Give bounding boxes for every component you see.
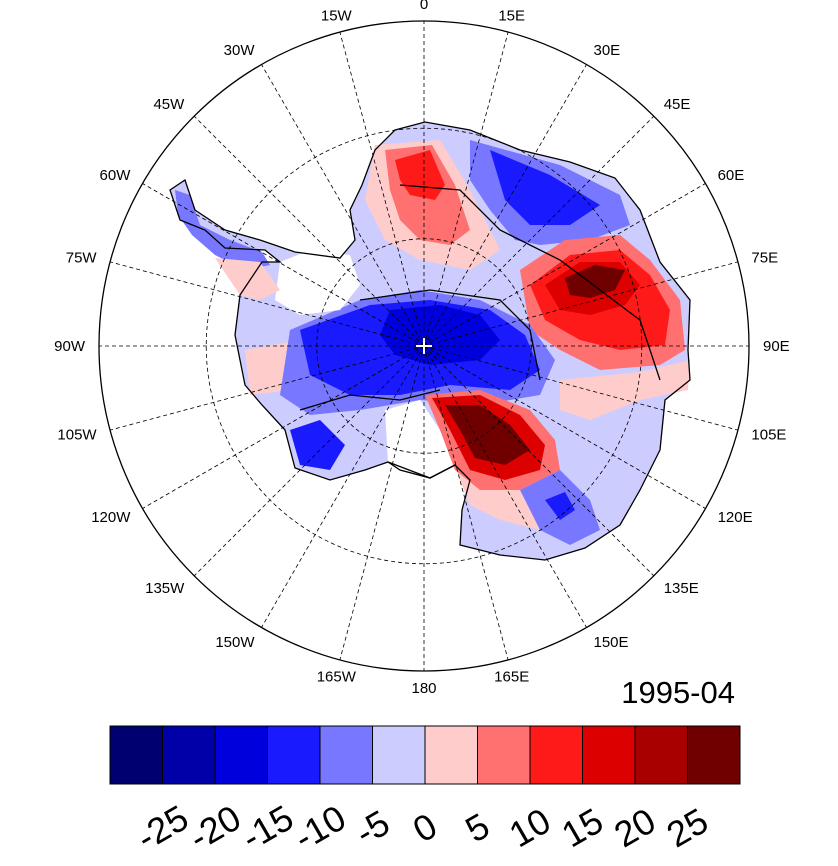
meridian-150 xyxy=(423,345,587,628)
meridian-45 xyxy=(423,115,655,347)
west-antarctica-negative xyxy=(290,420,345,470)
colorbar-swatch-5 xyxy=(319,725,373,785)
colorbar-tick-20: 20 xyxy=(607,800,662,856)
lon-label-15w: 15W xyxy=(321,8,353,25)
colorbar-swatch-8 xyxy=(477,725,531,785)
lon-label-60e: 60E xyxy=(718,167,745,184)
colorbar-swatch-2 xyxy=(162,725,216,785)
lon-label-45e: 45E xyxy=(664,96,691,113)
map-boundary xyxy=(98,20,750,672)
ice-divide-2 xyxy=(519,239,661,381)
ice-divide-1 xyxy=(359,289,541,381)
meridian-210 xyxy=(261,345,425,628)
lon-label-180: 180 xyxy=(411,680,436,697)
coastlines xyxy=(169,121,691,561)
colorbar-swatch-4 xyxy=(267,725,321,785)
east-antarctica-strong-positive xyxy=(565,265,625,298)
colorbar-tick-10: 10 xyxy=(502,800,557,856)
lon-label-0: 0 xyxy=(420,0,428,13)
lon-label-60w: 60W xyxy=(100,167,132,184)
ice-divide-3 xyxy=(399,184,521,241)
coastline-main xyxy=(169,121,691,561)
ross-ice-shelf-strong-positive xyxy=(445,405,530,465)
lon-label-120e: 120E xyxy=(718,509,753,526)
lon-label-165w: 165W xyxy=(317,668,357,685)
lon-label-105w: 105W xyxy=(57,427,97,444)
meridian-255 xyxy=(109,345,425,431)
lon-label-150w: 150W xyxy=(215,634,255,651)
meridian-345 xyxy=(339,31,425,347)
peninsula-pink xyxy=(215,258,280,300)
meridian-240 xyxy=(142,345,425,509)
lon-label-90w: 90W xyxy=(54,338,86,355)
peninsula-missing xyxy=(275,250,360,315)
meridian-60 xyxy=(423,183,706,347)
lon-label-75w: 75W xyxy=(66,250,98,267)
meridian-165 xyxy=(423,345,509,661)
ross-ice-shelf-missing xyxy=(385,400,455,478)
lon-label-135w: 135W xyxy=(145,580,185,597)
ice-divide-4 xyxy=(299,389,441,411)
colorbar-tick-0: 0 xyxy=(406,805,444,851)
graticule xyxy=(99,21,749,671)
lon-label-120w: 120W xyxy=(91,509,131,526)
lon-label-90e: 90E xyxy=(763,338,790,355)
lon-label-15e: 15E xyxy=(498,8,525,25)
south-negative-core xyxy=(545,492,575,520)
ross-ice-shelf-edge xyxy=(387,461,456,479)
meridian-135 xyxy=(423,345,655,577)
lon-label-45w: 45W xyxy=(153,96,185,113)
colorbar-tick-25: 25 xyxy=(660,800,715,856)
colorbar-tick-15: 15 xyxy=(555,800,610,856)
lon-label-30e: 30E xyxy=(594,42,621,59)
peninsula-negative xyxy=(175,190,270,270)
lon-label-135e: 135E xyxy=(664,580,699,597)
meridian-225 xyxy=(193,345,425,577)
colorbar-swatch-9 xyxy=(529,725,583,785)
south-pole-mark xyxy=(416,338,432,354)
meridian-15 xyxy=(423,31,509,347)
lon-label-150e: 150E xyxy=(594,634,629,651)
dronning-maud-negative-core xyxy=(490,150,600,225)
meridian-315 xyxy=(193,115,425,347)
colorbar-tick-5: 5 xyxy=(458,805,496,851)
meridian-330 xyxy=(261,64,425,347)
colorbar-swatch-6 xyxy=(372,725,426,785)
lon-label-75e: 75E xyxy=(751,250,778,267)
meridian-75 xyxy=(423,261,739,347)
colorbar xyxy=(109,725,741,785)
colorbar-tick--10: -10 xyxy=(287,797,353,859)
colorbar-swatch-3 xyxy=(214,725,268,785)
meridian-195 xyxy=(339,345,425,661)
longitude-labels: 0 15E 30E 45E 60E 75E 90E 105E 120E 135E 150E 165E 1… xyxy=(54,0,790,697)
anomaly-field xyxy=(170,122,690,560)
lon-label-30w: 30W xyxy=(224,42,256,59)
meridian-300 xyxy=(142,183,425,347)
date-label: 1995-04 xyxy=(621,675,735,710)
meridian-285 xyxy=(109,261,425,347)
colorbar-tick--5: -5 xyxy=(348,802,396,854)
lon-label-165e: 165E xyxy=(494,668,529,685)
pink-patch-east xyxy=(560,360,690,420)
colorbar-swatch-1 xyxy=(109,725,163,785)
colorbar-swatch-7 xyxy=(424,725,478,785)
meridian-30 xyxy=(423,64,587,347)
colorbar-swatch-11 xyxy=(634,725,688,785)
meridian-120 xyxy=(423,345,706,509)
meridian-105 xyxy=(423,345,739,431)
colorbar-swatch-12 xyxy=(687,725,741,785)
lon-label-105e: 105E xyxy=(751,427,786,444)
colorbar-swatch-10 xyxy=(582,725,636,785)
